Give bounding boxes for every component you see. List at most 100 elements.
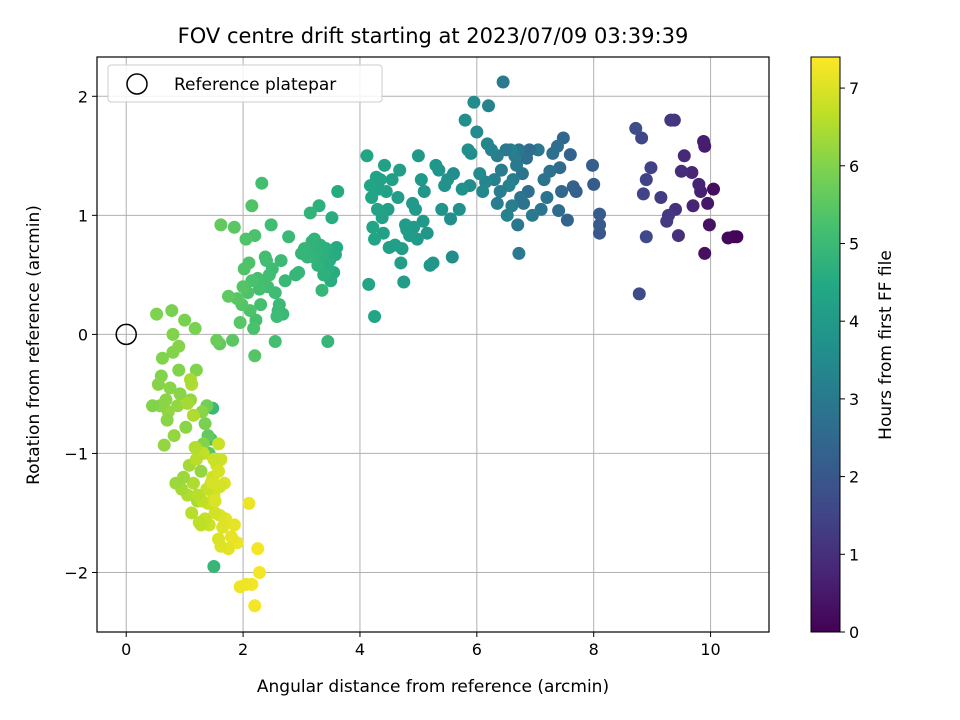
data-point	[207, 452, 221, 466]
data-point	[171, 399, 185, 413]
data-point	[155, 351, 169, 365]
data-point	[198, 417, 212, 431]
data-point	[214, 218, 228, 232]
data-point	[639, 230, 653, 244]
colorbar-tick-label: 0	[849, 623, 859, 642]
data-point	[251, 542, 265, 556]
data-point	[706, 182, 720, 196]
data-point	[252, 282, 266, 296]
data-point	[163, 381, 177, 395]
x-axis-label: Angular distance from reference (arcmin)	[257, 677, 609, 697]
y-tick-label: 1	[78, 206, 88, 225]
data-point	[692, 177, 706, 191]
data-point	[664, 113, 678, 127]
data-point	[172, 339, 186, 353]
data-point	[632, 287, 646, 301]
data-point	[226, 333, 240, 347]
y-tick-label: 0	[78, 325, 88, 344]
data-point	[221, 289, 235, 303]
data-point	[172, 363, 186, 377]
data-point	[385, 173, 399, 187]
x-tick-label: 6	[472, 640, 482, 659]
data-point	[636, 187, 650, 201]
data-point	[452, 202, 466, 216]
data-point	[188, 321, 202, 335]
data-point	[639, 173, 653, 187]
x-tick-label: 8	[589, 640, 599, 659]
data-point	[208, 494, 222, 508]
data-point	[435, 202, 449, 216]
data-point	[423, 258, 437, 272]
data-point	[429, 158, 443, 172]
data-point	[644, 161, 658, 175]
data-point	[227, 220, 241, 234]
data-point	[242, 496, 256, 510]
y-tick-label: −1	[64, 444, 88, 463]
data-point	[444, 212, 458, 226]
data-point	[321, 335, 335, 349]
data-point	[514, 190, 528, 204]
data-point	[417, 185, 431, 199]
data-point	[377, 158, 391, 172]
data-point	[360, 149, 374, 163]
data-point	[167, 429, 181, 443]
colorbar-tick-label: 3	[849, 390, 859, 409]
x-axis-ticks: 0 2 4 6 8 10	[121, 632, 721, 659]
data-point	[496, 75, 510, 89]
data-point	[394, 256, 408, 270]
data-point	[317, 268, 331, 282]
data-point	[366, 220, 380, 234]
data-point	[519, 151, 533, 165]
legend-marker-icon	[126, 73, 148, 95]
data-point	[629, 121, 643, 135]
data-point	[185, 506, 199, 520]
data-point	[295, 246, 309, 260]
data-point	[411, 149, 425, 163]
data-point	[587, 177, 601, 191]
data-point	[224, 530, 238, 544]
data-point	[393, 163, 407, 177]
data-point	[480, 137, 494, 151]
y-tick-label: −2	[64, 563, 88, 582]
data-point	[537, 173, 551, 187]
data-point	[150, 307, 164, 321]
data-point	[368, 232, 382, 246]
data-point	[188, 440, 202, 454]
data-point	[458, 113, 472, 127]
data-point	[146, 399, 160, 413]
data-point	[268, 335, 282, 349]
data-point	[416, 214, 430, 228]
data-point	[186, 408, 200, 422]
data-point	[593, 218, 607, 232]
y-tick-label: 2	[78, 87, 88, 106]
data-point	[237, 262, 251, 276]
data-point	[208, 506, 222, 520]
data-point	[660, 214, 674, 228]
data-point	[552, 204, 566, 218]
y-axis-ticks: −2 −1 0 1 2	[64, 87, 97, 582]
data-point	[697, 135, 711, 149]
data-point	[178, 313, 192, 327]
legend: Reference platepar	[107, 64, 383, 103]
chart-title: FOV centre drift starting at 2023/07/09 …	[178, 24, 689, 48]
data-point	[248, 349, 262, 363]
data-point	[303, 206, 317, 220]
data-point	[414, 173, 428, 187]
data-point	[702, 218, 716, 232]
data-point	[207, 560, 221, 574]
colorbar-tick-label: 7	[849, 79, 859, 98]
data-point	[476, 185, 490, 199]
data-point	[315, 283, 329, 297]
data-point	[685, 165, 699, 179]
data-point	[160, 413, 174, 427]
colorbar-tick-label: 1	[849, 545, 859, 564]
data-point	[245, 199, 259, 213]
data-point	[233, 315, 247, 329]
data-point	[331, 185, 345, 199]
data-point	[274, 254, 288, 268]
data-point	[191, 488, 205, 502]
data-point	[686, 199, 700, 213]
data-point	[467, 95, 481, 109]
data-point	[593, 207, 607, 221]
data-point	[270, 310, 284, 324]
